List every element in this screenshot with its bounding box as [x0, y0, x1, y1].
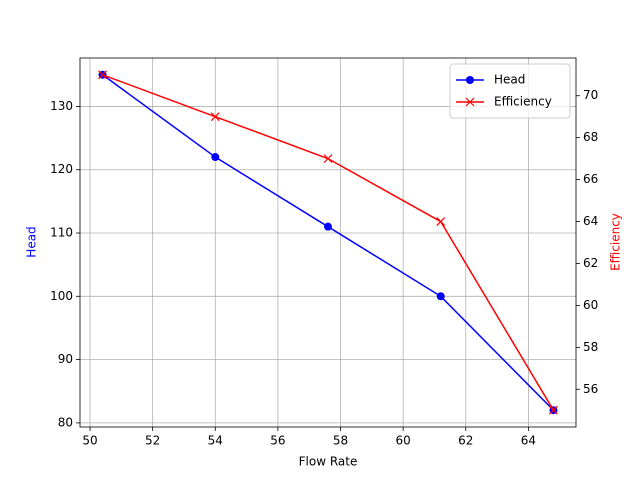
y2-tick-label: 62 — [583, 256, 598, 270]
legend-marker — [465, 97, 475, 107]
y2-axis-label: Efficiency — [609, 213, 623, 271]
x-tick-label: 54 — [208, 434, 223, 448]
x-tick-label: 64 — [521, 434, 536, 448]
x-tick-label: 58 — [333, 434, 348, 448]
x-tick-label: 62 — [458, 434, 473, 448]
y-tick-label: 120 — [50, 162, 73, 176]
x-axis-label: Flow Rate — [299, 455, 358, 469]
marker-shape — [436, 217, 446, 226]
marker — [324, 222, 332, 231]
marker — [98, 70, 107, 80]
y2-tick-label: 68 — [583, 130, 598, 144]
x-tick-label: 50 — [82, 434, 97, 448]
y-tick-label: 130 — [50, 99, 73, 113]
x-tick-label: 60 — [396, 434, 411, 448]
y-tick-label: 90 — [58, 352, 73, 366]
x-tick-label: 56 — [270, 434, 285, 448]
plot-frame — [79, 57, 577, 428]
marker-shape — [210, 112, 220, 122]
x-tick-label: 52 — [145, 434, 160, 448]
y-tick-label: 110 — [50, 226, 73, 240]
marker — [436, 217, 446, 226]
y2-tick-label: 60 — [583, 298, 598, 312]
marker — [210, 112, 220, 122]
marker — [549, 405, 558, 415]
marker-shape — [98, 70, 107, 80]
legend-box — [449, 63, 571, 119]
marker — [436, 292, 445, 301]
marker — [323, 154, 333, 164]
marker-shape — [323, 154, 333, 164]
legend-marker — [466, 76, 474, 84]
legend-label: Head — [494, 73, 525, 87]
y-tick-label: 80 — [58, 415, 73, 429]
y-tick-label: 100 — [50, 289, 73, 303]
y2-tick-label: 58 — [583, 340, 598, 354]
y2-tick-label: 66 — [583, 172, 598, 186]
marker-shape — [549, 405, 558, 415]
marker — [211, 153, 220, 162]
y2-tick-label: 64 — [583, 214, 598, 228]
y-axis-label: Head — [25, 226, 39, 257]
legend-label: Efficiency — [494, 95, 552, 109]
y2-tick-label: 56 — [583, 382, 598, 396]
y2-tick-label: 70 — [583, 88, 598, 102]
